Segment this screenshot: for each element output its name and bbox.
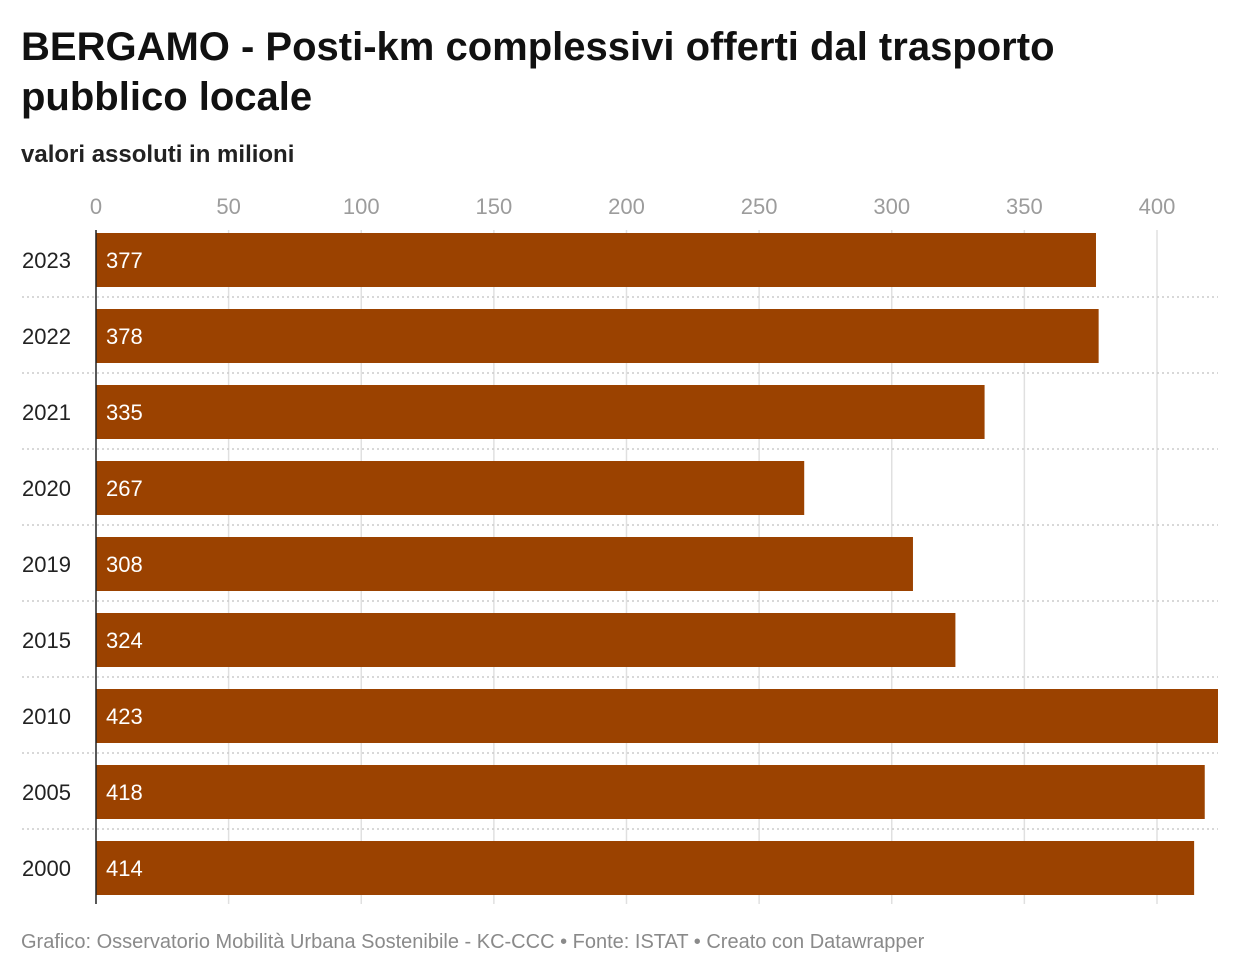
bar (96, 765, 1205, 819)
bar (96, 841, 1195, 895)
category-label: 2020 (22, 476, 71, 501)
bar (96, 537, 913, 591)
value-label: 335 (106, 400, 143, 425)
category-label: 2015 (22, 628, 71, 653)
bar (96, 613, 956, 667)
value-label: 418 (106, 780, 143, 805)
bar (96, 461, 805, 515)
value-label: 414 (106, 856, 143, 881)
value-label: 378 (106, 324, 143, 349)
bar (96, 309, 1099, 363)
value-label: 267 (106, 476, 143, 501)
category-label: 2021 (22, 400, 71, 425)
x-tick-label: 400 (1139, 194, 1176, 219)
x-tick-label: 250 (741, 194, 778, 219)
bar-chart: 0 50 100 150 200 250 300 350 400 202320222021202… (22, 194, 1218, 904)
bar (96, 689, 1218, 743)
category-label: 2000 (22, 856, 71, 881)
bars (96, 233, 1218, 895)
value-label: 423 (106, 704, 143, 729)
chart-subtitle: valori assoluti in milioni (21, 141, 295, 168)
category-label: 2023 (22, 248, 71, 273)
value-label: 308 (106, 552, 143, 577)
x-tick-label: 50 (216, 194, 240, 219)
x-tick-label: 100 (343, 194, 380, 219)
x-axis-ticks: 0 50 100 150 200 250 300 350 400 (90, 194, 1175, 219)
chart-title: BERGAMO - Posti-km complessivi offerti d… (21, 25, 1055, 119)
value-labels: 377 378 335 267 308 324 423 418 414 (106, 248, 143, 881)
x-tick-label: 200 (608, 194, 645, 219)
x-tick-label: 350 (1006, 194, 1043, 219)
row-separators (22, 296, 1218, 830)
bar (96, 233, 1096, 287)
chart-footer: Grafico: Osservatorio Mobilità Urbana So… (21, 931, 925, 953)
x-tick-label: 150 (476, 194, 513, 219)
bar (96, 385, 985, 439)
value-label: 324 (106, 628, 143, 653)
x-tick-label: 300 (873, 194, 910, 219)
category-label: 2005 (22, 780, 71, 805)
value-label: 377 (106, 248, 143, 273)
category-label: 2019 (22, 552, 71, 577)
category-label: 2022 (22, 324, 71, 349)
category-label: 2010 (22, 704, 71, 729)
x-tick-label: 0 (90, 194, 102, 219)
category-labels: 2023 2022 2021 2020 2019 2015 2010 2005 2000 (22, 248, 71, 881)
